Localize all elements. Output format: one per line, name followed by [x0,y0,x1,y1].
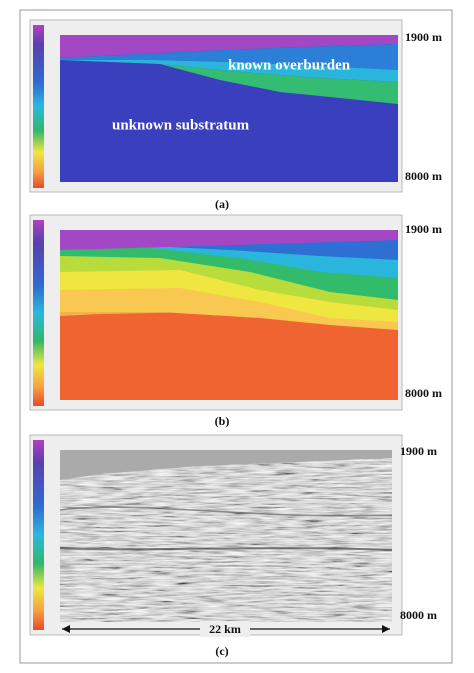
layer [60,44,398,70]
scale-label: 22 km [209,622,241,636]
panel-a: 1900 m 8000 m known overburden unknown s… [29,19,442,211]
colorbar [33,25,44,188]
colorbar [33,220,44,406]
reflector [59,547,393,551]
colorbar [33,440,44,630]
scale-bg [200,621,250,637]
annotation: known overburden [228,57,351,73]
arrowhead [62,625,70,633]
layer [60,35,398,58]
panel-label: (b) [215,414,230,428]
top-depth: 1900 m [405,222,442,236]
layer [160,64,398,104]
arrowhead [382,625,390,633]
layer [60,230,398,250]
annotation: unknown substratum [112,117,250,133]
figure-border [19,9,453,664]
panel-c: 22 km 1900 m 8000 m (c) [29,434,437,658]
panel-label: (a) [215,197,229,211]
layer [60,60,398,82]
water-layer [60,450,392,480]
panel-b: 1900 m 8000 m (b) [29,214,442,428]
panel-label: (c) [215,644,228,658]
top-depth: 1900 m [405,30,442,44]
reflector [59,506,393,517]
bottom-depth: 8000 m [405,169,442,183]
top-depth: 1900 m [400,444,437,458]
seismic-section [60,450,392,622]
bottom-depth: 8000 m [400,608,437,622]
bottom-depth: 8000 m [405,386,442,400]
